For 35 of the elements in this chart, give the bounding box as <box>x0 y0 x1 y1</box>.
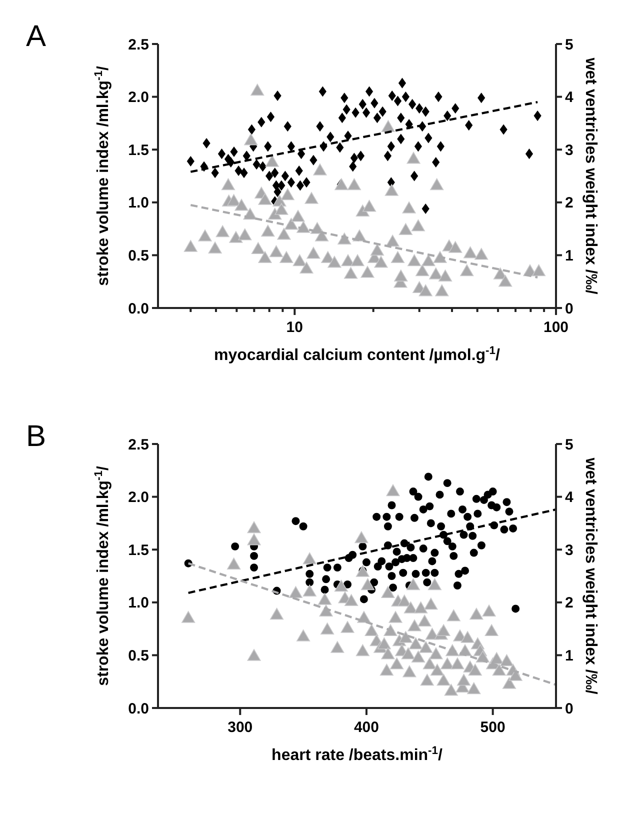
y2-tick-label: 5 <box>565 436 574 454</box>
y2-axis-title: wet ventricles weight index /‰/ <box>582 456 599 695</box>
y2-tick-label: 1 <box>565 647 574 664</box>
x-tick-label: 100 <box>543 319 569 336</box>
y2-tick-label: 0 <box>565 700 574 718</box>
y2-tick-label: 1 <box>565 247 574 264</box>
y2-tick-label: 4 <box>565 89 574 106</box>
y-tick-label: 2.0 <box>128 489 149 506</box>
y-tick-label: 2.5 <box>128 36 149 54</box>
x-tick-label: 400 <box>354 719 379 736</box>
y2-tick-label: 4 <box>565 489 574 506</box>
chart-title: A <box>26 20 46 53</box>
x-axis-title: heart rate /beats.min$^{-1}$/ <box>272 745 443 764</box>
chart-title: B <box>26 420 46 453</box>
y2-tick-label: 2 <box>565 194 574 212</box>
y2-tick-label: 0 <box>565 300 574 318</box>
y-tick-label: 2.0 <box>128 89 149 106</box>
y2-tick-label: 5 <box>565 36 574 54</box>
y2-tick-label: 3 <box>565 542 574 559</box>
y-tick-label: 1.0 <box>128 194 149 212</box>
x-axis-title: myocardial calcium content /µmol.g$^{-1}$/ <box>214 345 501 364</box>
y-tick-label: 1.5 <box>128 142 149 159</box>
y-tick-label: 0.5 <box>128 247 149 264</box>
y-tick-label: 0.5 <box>128 647 149 664</box>
y-tick-label: 0.0 <box>128 300 149 318</box>
y-tick-label: 2.5 <box>128 436 149 454</box>
y2-tick-label: 3 <box>565 142 574 159</box>
y-tick-label: 1.0 <box>128 594 149 612</box>
y2-tick-label: 2 <box>565 594 574 612</box>
x-tick-label: 10 <box>286 319 303 336</box>
x-tick-label: 300 <box>228 719 253 736</box>
y2-axis-title: wet ventricles weight index /‰/ <box>582 56 599 295</box>
y-tick-label: 1.5 <box>128 542 149 559</box>
y-tick-label: 0.0 <box>128 700 149 718</box>
x-tick-label: 500 <box>480 719 506 736</box>
